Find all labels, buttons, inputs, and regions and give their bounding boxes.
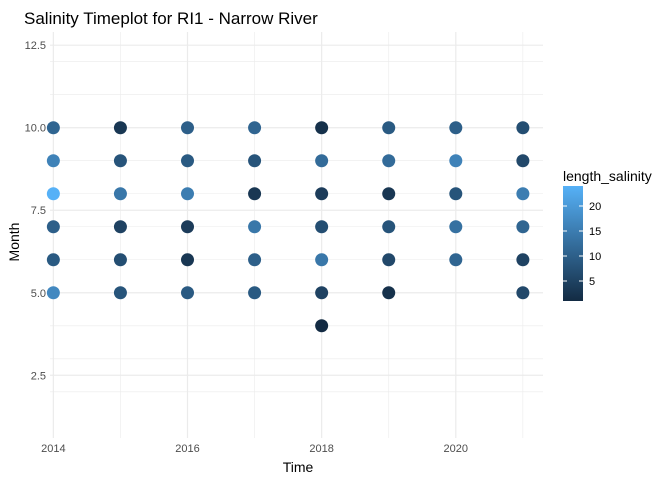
- data-point: [315, 319, 329, 333]
- data-point: [382, 220, 396, 234]
- data-point: [382, 121, 396, 135]
- data-point: [181, 253, 195, 267]
- data-point: [248, 121, 262, 135]
- data-point: [46, 286, 60, 300]
- legend-tick-label: 15: [589, 226, 601, 238]
- data-point: [113, 187, 127, 201]
- data-point: [46, 253, 60, 267]
- data-point: [113, 286, 127, 300]
- data-point: [46, 121, 60, 135]
- data-point: [248, 187, 262, 201]
- data-point: [382, 187, 396, 201]
- legend-ticks: 5 10 15 20: [563, 201, 601, 288]
- x-tick-label: 2014: [41, 443, 65, 455]
- data-point: [113, 220, 127, 234]
- data-point: [315, 187, 329, 201]
- y-tick-label: 5.0: [31, 288, 46, 300]
- points-layer: [46, 121, 530, 333]
- data-point: [46, 187, 60, 201]
- y-axis-label: Month: [6, 223, 22, 262]
- data-point: [315, 253, 329, 267]
- data-point: [382, 253, 396, 267]
- y-tick-label: 10.0: [25, 123, 46, 135]
- data-point: [113, 121, 127, 135]
- legend-title: length_salinity: [563, 168, 652, 184]
- data-point: [248, 220, 262, 234]
- axis-layer: 2.5 5.0 7.5 10.0 12.5 2014 2016 2018 2020: [25, 40, 468, 455]
- data-point: [516, 121, 530, 135]
- data-point: [315, 154, 329, 168]
- color-legend: length_salinity 5 10 15 20: [563, 168, 652, 301]
- x-tick-label: 2016: [175, 443, 199, 455]
- data-point: [449, 220, 463, 234]
- x-axis-label: Time: [283, 459, 314, 475]
- data-point: [181, 154, 195, 168]
- data-point: [181, 286, 195, 300]
- data-point: [315, 121, 329, 135]
- y-tick-label: 7.5: [31, 205, 46, 217]
- data-point: [181, 121, 195, 135]
- data-point: [46, 220, 60, 234]
- data-point: [516, 220, 530, 234]
- data-point: [315, 220, 329, 234]
- legend-tick-label: 5: [589, 276, 595, 288]
- chart-title: Salinity Timeplot for RI1 - Narrow River: [24, 9, 318, 28]
- y-tick-label: 2.5: [31, 370, 46, 382]
- data-point: [516, 253, 530, 267]
- data-point: [382, 154, 396, 168]
- x-tick-label: 2018: [309, 443, 333, 455]
- data-point: [516, 286, 530, 300]
- data-point: [113, 154, 127, 168]
- data-point: [449, 253, 463, 267]
- data-point: [516, 187, 530, 201]
- y-tick-label: 12.5: [25, 40, 46, 52]
- data-point: [113, 253, 127, 267]
- data-point: [248, 253, 262, 267]
- data-point: [46, 154, 60, 168]
- data-point: [181, 220, 195, 234]
- data-point: [248, 286, 262, 300]
- legend-tick-label: 10: [589, 251, 601, 263]
- data-point: [382, 286, 396, 300]
- data-point: [516, 154, 530, 168]
- data-point: [449, 187, 463, 201]
- data-point: [181, 187, 195, 201]
- data-point: [248, 154, 262, 168]
- data-point: [315, 286, 329, 300]
- grid-layer: [50, 32, 543, 438]
- x-tick-label: 2020: [444, 443, 468, 455]
- legend-tick-label: 20: [589, 201, 601, 213]
- data-point: [449, 121, 463, 135]
- legend-colorbar: [563, 186, 583, 301]
- data-point: [449, 154, 463, 168]
